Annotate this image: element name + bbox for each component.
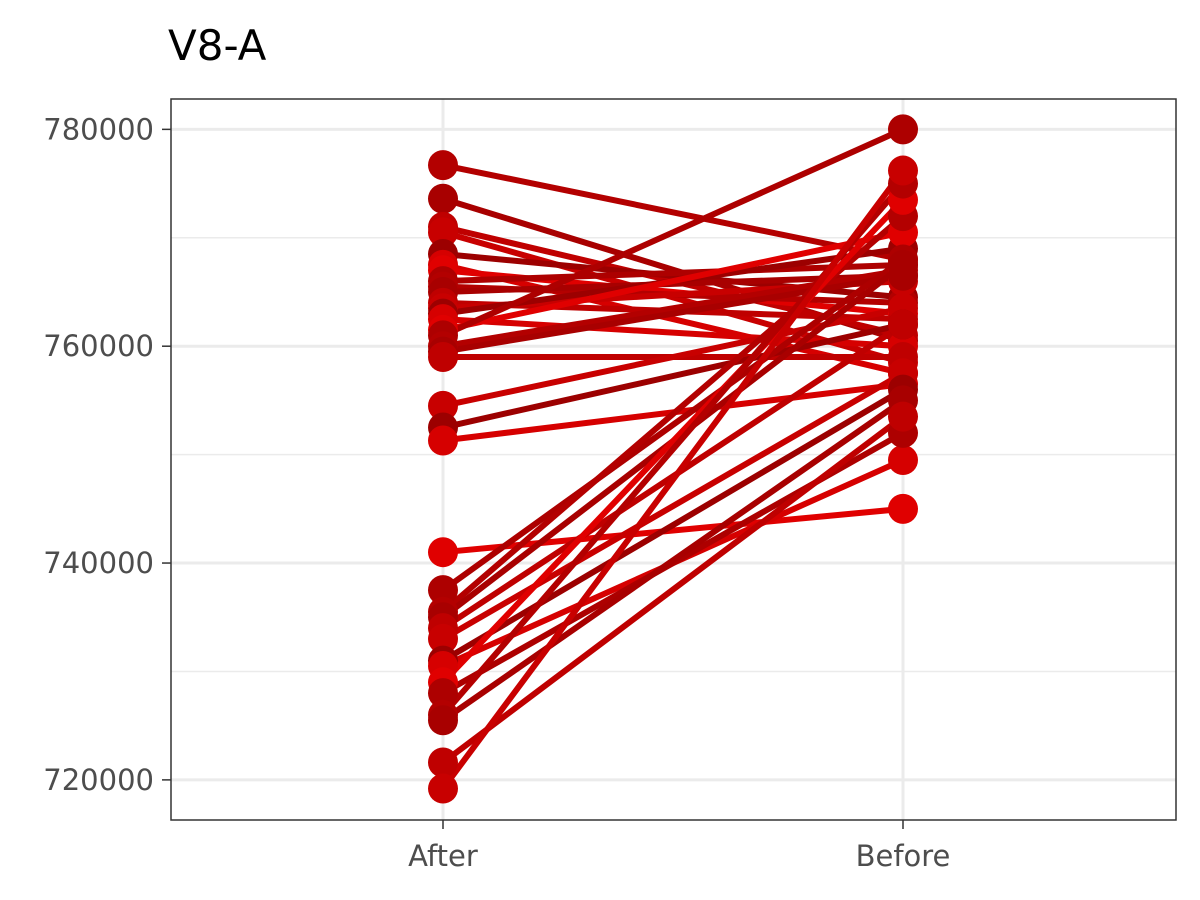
- plot-border: [170, 98, 1177, 821]
- data-point: [888, 155, 918, 186]
- series-line: [440, 321, 906, 431]
- minor-gridlines: [171, 237, 1176, 673]
- series-line: [440, 229, 906, 333]
- series-line: [440, 413, 906, 766]
- data-point: [428, 342, 458, 373]
- data-point: [428, 705, 458, 736]
- data-point: [888, 114, 918, 145]
- series-line: [440, 162, 906, 263]
- series-lines: [440, 126, 906, 792]
- data-point: [428, 575, 458, 606]
- series-line: [440, 272, 906, 355]
- y-tick-label: 740000: [43, 546, 154, 580]
- plot-background: [171, 99, 1176, 820]
- series-line: [440, 370, 906, 642]
- data-point: [888, 493, 918, 524]
- chart-title: V8-A: [168, 21, 267, 70]
- data-point: [428, 623, 458, 654]
- series-line: [440, 196, 906, 686]
- data-point: [428, 425, 458, 456]
- series-points: [428, 114, 918, 804]
- y-tick-label: 780000: [43, 112, 154, 146]
- series-line: [440, 386, 906, 664]
- x-tick-label: Before: [856, 839, 951, 873]
- series-line: [440, 126, 906, 339]
- series-line: [440, 397, 906, 724]
- series-line: [440, 167, 906, 792]
- y-tick-label: 720000: [43, 763, 154, 797]
- y-tick-label: 760000: [43, 329, 154, 363]
- data-point: [428, 150, 458, 181]
- data-point: [888, 445, 918, 476]
- data-point: [428, 217, 458, 248]
- data-point: [888, 401, 918, 432]
- data-point: [428, 537, 458, 568]
- data-point: [428, 678, 458, 709]
- data-point: [428, 390, 458, 421]
- x-axis: After Before: [408, 820, 950, 873]
- y-axis: 720000 740000 760000 780000: [43, 112, 171, 797]
- data-point: [428, 773, 458, 804]
- data-point: [888, 309, 918, 340]
- x-tick-label: After: [408, 839, 478, 873]
- series-line: [440, 256, 906, 594]
- data-point: [428, 747, 458, 778]
- data-point: [888, 249, 918, 280]
- data-point: [428, 183, 458, 214]
